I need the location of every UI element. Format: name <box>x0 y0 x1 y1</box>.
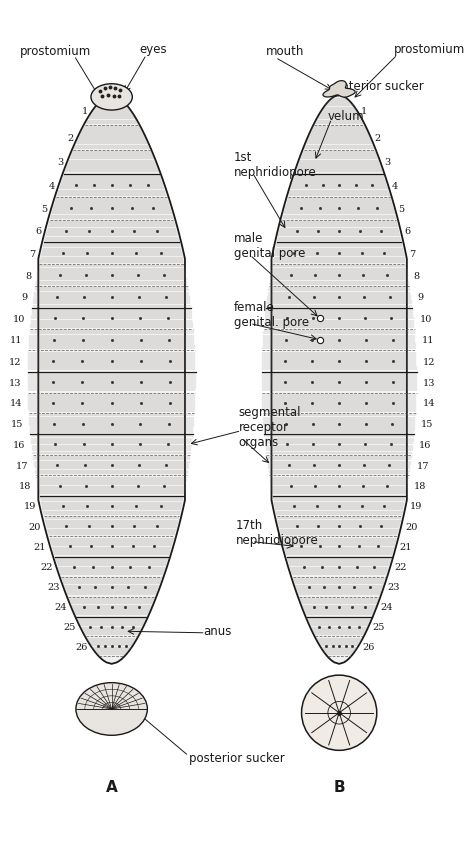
Ellipse shape <box>76 682 147 735</box>
Ellipse shape <box>91 84 132 111</box>
Text: prostomium: prostomium <box>394 43 465 55</box>
Text: 22: 22 <box>394 562 407 572</box>
Text: 6: 6 <box>404 227 410 236</box>
Text: 19: 19 <box>410 502 422 511</box>
Text: 26: 26 <box>75 642 87 651</box>
Text: posterior sucker: posterior sucker <box>189 751 284 764</box>
Text: female
genital. pore: female genital. pore <box>234 301 309 329</box>
Text: 11: 11 <box>10 336 23 345</box>
Text: 17: 17 <box>417 461 429 470</box>
Text: mouth: mouth <box>266 45 304 58</box>
Text: 26: 26 <box>362 642 374 651</box>
Text: 12: 12 <box>9 357 22 366</box>
Text: 5: 5 <box>41 204 47 214</box>
Text: 18: 18 <box>19 481 32 491</box>
Text: 2: 2 <box>374 134 381 142</box>
Text: 25: 25 <box>64 622 76 631</box>
Text: 9: 9 <box>21 293 27 302</box>
Text: 10: 10 <box>419 314 432 324</box>
Polygon shape <box>323 82 355 98</box>
Text: 1st
nephridiopore: 1st nephridiopore <box>234 151 317 178</box>
Text: B: B <box>333 779 345 794</box>
Text: 21: 21 <box>34 543 46 551</box>
Text: 13: 13 <box>9 378 21 387</box>
Text: 3: 3 <box>384 158 390 167</box>
Text: 10: 10 <box>12 314 25 324</box>
Text: 22: 22 <box>40 562 53 572</box>
Text: 24: 24 <box>55 602 67 612</box>
Text: segmental
receptor
organs: segmental receptor organs <box>238 406 301 449</box>
Text: 11: 11 <box>421 336 434 345</box>
Text: 25: 25 <box>372 622 384 631</box>
Text: 17: 17 <box>16 461 28 470</box>
Text: 4: 4 <box>392 181 398 191</box>
Text: 16: 16 <box>13 440 25 450</box>
Text: prostomium: prostomium <box>19 45 91 58</box>
Text: 1: 1 <box>82 107 88 116</box>
Text: velum: velum <box>328 110 365 123</box>
Circle shape <box>301 676 377 751</box>
Text: 16: 16 <box>419 440 432 450</box>
Text: 6: 6 <box>35 227 41 236</box>
Text: anus: anus <box>203 625 231 637</box>
Text: 8: 8 <box>414 271 420 280</box>
Text: 12: 12 <box>422 357 435 366</box>
Text: 7: 7 <box>29 250 36 258</box>
Text: 21: 21 <box>400 543 412 551</box>
Text: 4: 4 <box>48 181 55 191</box>
Text: anterior sucker: anterior sucker <box>335 80 424 93</box>
Text: 20: 20 <box>405 522 417 531</box>
Text: eyes: eyes <box>140 43 167 55</box>
Text: 14: 14 <box>9 399 22 408</box>
Text: 3: 3 <box>57 158 64 167</box>
Text: 7: 7 <box>410 250 416 258</box>
Text: 8: 8 <box>25 271 31 280</box>
Text: 14: 14 <box>422 399 435 408</box>
Polygon shape <box>38 96 185 664</box>
Text: 18: 18 <box>413 481 426 491</box>
Text: 20: 20 <box>28 522 41 531</box>
Polygon shape <box>272 96 407 664</box>
Text: 15: 15 <box>11 420 23 429</box>
Text: 23: 23 <box>47 583 59 591</box>
Text: 5: 5 <box>399 204 405 214</box>
Text: 1: 1 <box>361 107 367 116</box>
Text: 19: 19 <box>23 502 36 511</box>
Text: male
genital pore: male genital pore <box>234 233 305 260</box>
Text: 15: 15 <box>421 420 434 429</box>
Text: 24: 24 <box>381 602 393 612</box>
Text: A: A <box>106 779 118 794</box>
Text: 13: 13 <box>423 378 435 387</box>
Text: 2: 2 <box>67 134 74 142</box>
Text: 23: 23 <box>388 583 400 591</box>
Text: 9: 9 <box>417 293 423 302</box>
Text: 17th
nephridiopore: 17th nephridiopore <box>236 519 319 547</box>
